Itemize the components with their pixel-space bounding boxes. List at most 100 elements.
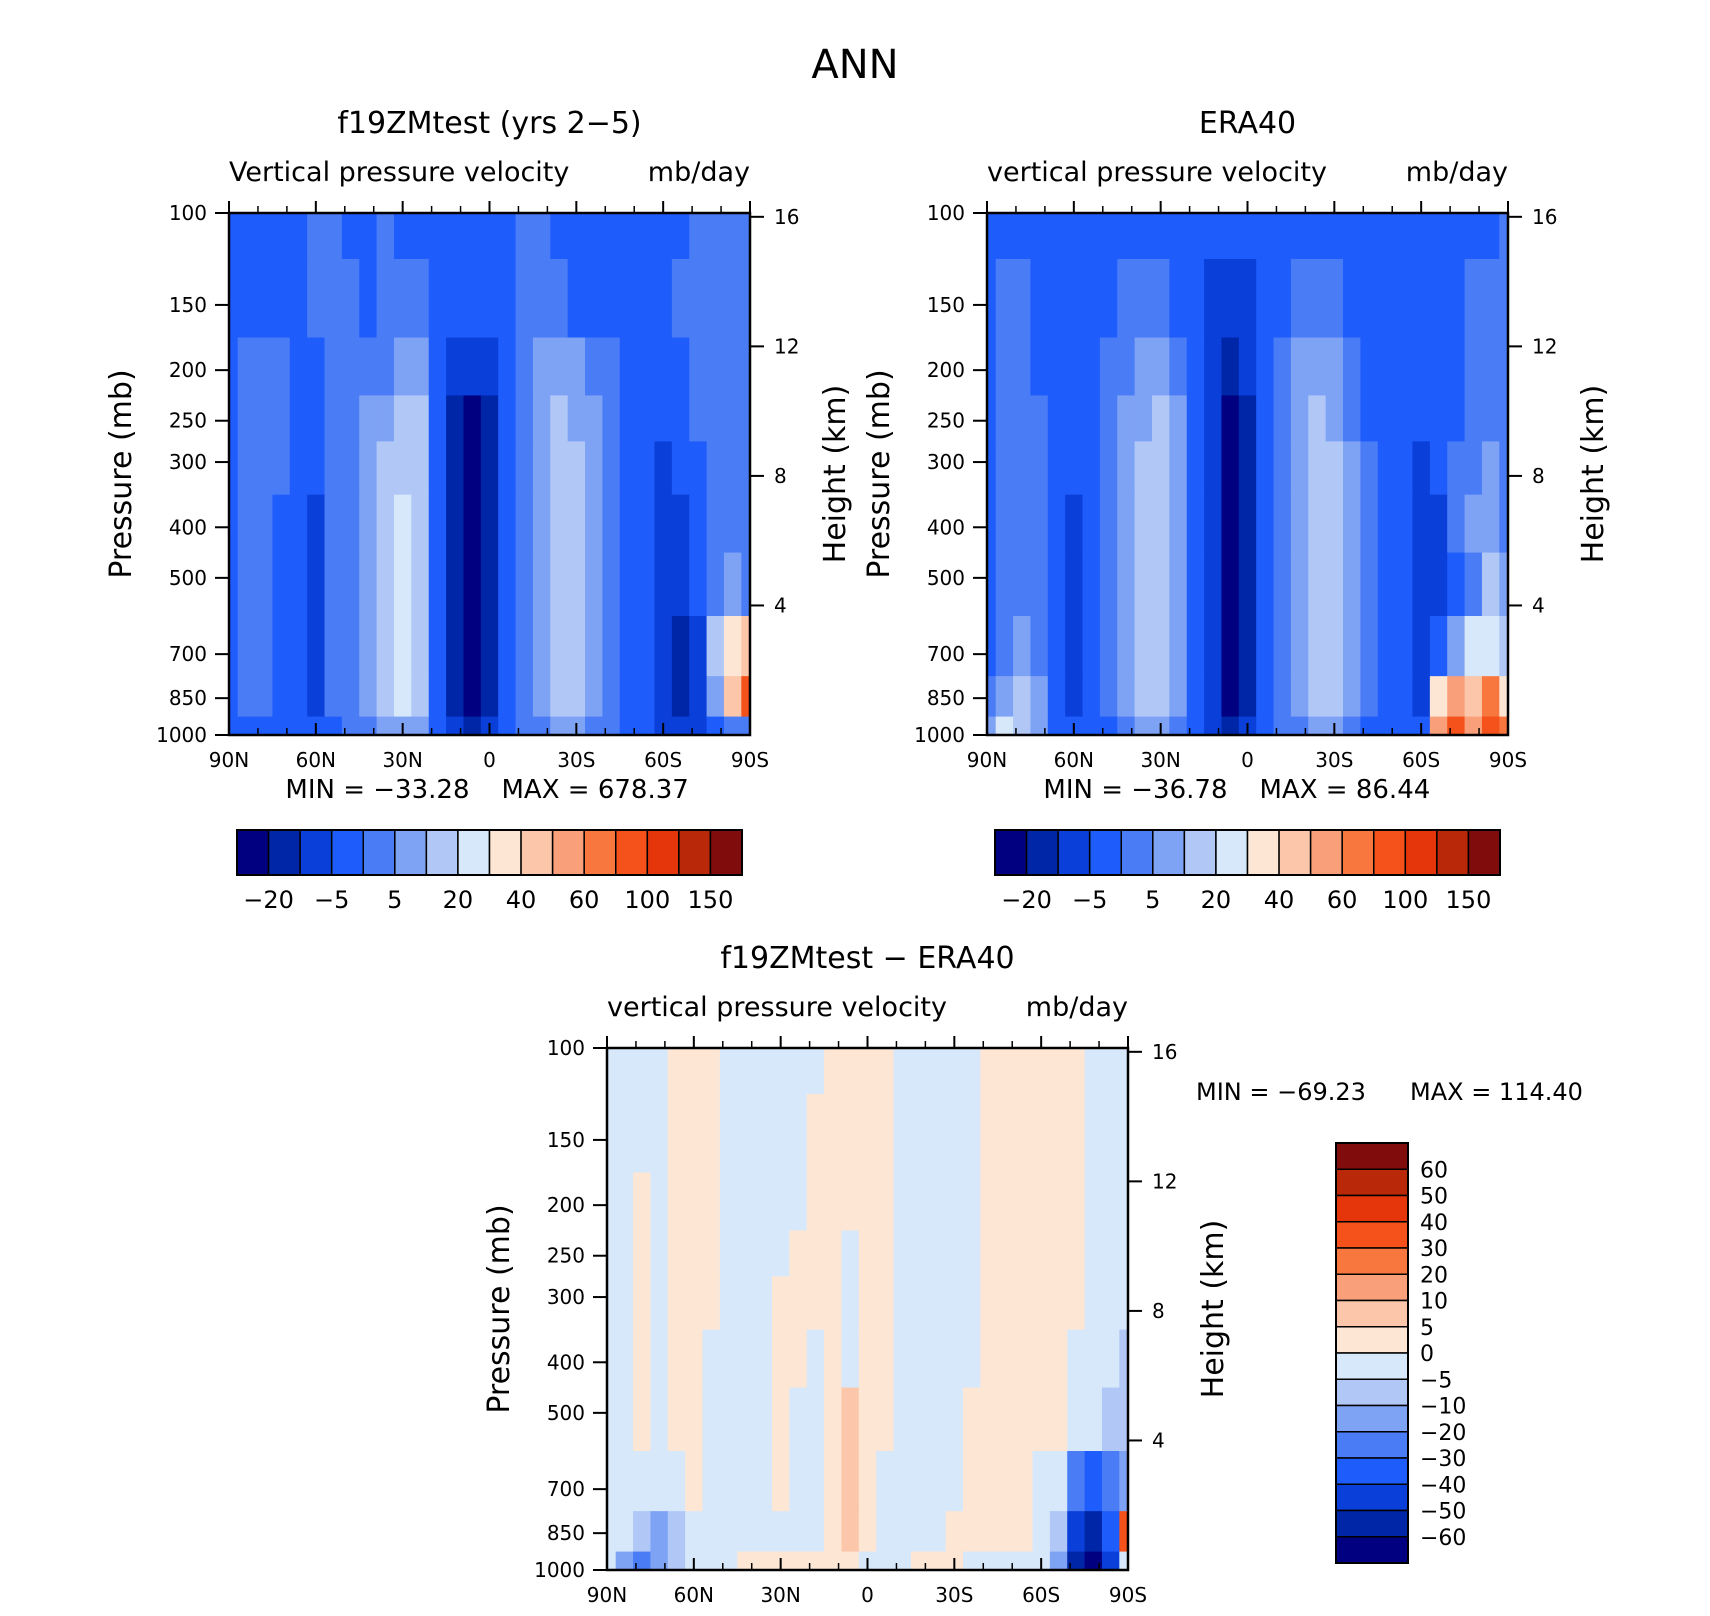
contour-cell	[1499, 716, 1509, 736]
contour-cell	[1030, 337, 1049, 397]
y-right-tick-label: 16	[1532, 205, 1557, 229]
contour-cell	[1065, 337, 1084, 397]
contour-cell	[928, 1451, 947, 1512]
contour-cell	[637, 258, 656, 339]
contour-cell	[637, 213, 656, 260]
contour-cell	[1447, 337, 1466, 397]
contour-cell	[987, 395, 997, 442]
contour-cell	[1151, 494, 1170, 554]
contour-cell	[667, 1329, 686, 1389]
contour-cell	[428, 616, 447, 677]
contour-cell	[689, 716, 708, 736]
colorbar-box	[1335, 1378, 1409, 1407]
contour-cell	[789, 1048, 808, 1095]
contour-cell	[1429, 716, 1448, 736]
contour-cell	[1032, 1172, 1051, 1232]
contour-cell	[1186, 494, 1205, 554]
colorbar-box	[615, 829, 649, 876]
contour-cell	[515, 552, 534, 617]
contour-cell	[1360, 616, 1379, 677]
contour-cell	[1047, 494, 1066, 554]
contour-cell	[633, 1387, 652, 1452]
contour-cell	[446, 552, 465, 617]
colorbar-box	[1335, 1247, 1409, 1275]
contour-cell	[359, 676, 378, 718]
contour-cell	[237, 552, 256, 617]
contour-cell	[1047, 213, 1066, 260]
contour-cell	[393, 676, 412, 718]
contour-cell	[685, 1093, 704, 1174]
contour-cell	[910, 1511, 929, 1553]
contour-cell	[1325, 395, 1344, 442]
contour-cell	[963, 1511, 981, 1553]
contour-cell	[1101, 1387, 1120, 1452]
contour-cell	[893, 1511, 912, 1553]
contour-cell	[737, 1093, 756, 1174]
y-right-axis-label: Height (km)	[1196, 1220, 1231, 1399]
contour-cell	[1067, 1451, 1086, 1512]
panel-subtitle-left: vertical pressure velocity	[607, 992, 947, 1023]
contour-cell	[1169, 258, 1188, 339]
contour-cell	[1119, 1329, 1129, 1389]
contour-cell	[393, 395, 412, 442]
contour-cell	[237, 676, 256, 718]
contour-cell	[723, 494, 742, 554]
contour-cell	[1134, 337, 1153, 397]
contour-cell	[1481, 258, 1500, 339]
contour-cell	[806, 1551, 825, 1571]
contour-cell	[428, 337, 447, 397]
colorbar-box	[1057, 829, 1091, 876]
contour-cell	[550, 213, 569, 260]
contour-cell	[858, 1230, 877, 1277]
contour-cell	[567, 676, 586, 718]
panel-model: f19ZMtest (yrs 2−5) Vertical pressure vel…	[104, 106, 853, 914]
contour-cell	[741, 213, 751, 260]
contour-cell	[1499, 395, 1509, 442]
contour-cell	[619, 441, 638, 496]
contour-cell	[1290, 716, 1309, 736]
contour-cell	[341, 716, 360, 736]
contour-cell	[633, 1048, 652, 1095]
contour-cell	[719, 1230, 738, 1277]
contour-cell	[987, 258, 997, 339]
contour-cell	[719, 1551, 738, 1571]
y-tick-label: 1000	[156, 723, 207, 747]
contour-cell	[1308, 716, 1327, 736]
colorbar-frame	[236, 829, 743, 876]
x-tick-label: 30N	[760, 1583, 800, 1607]
contour-cell	[1360, 494, 1379, 554]
contour-cell	[858, 1048, 877, 1095]
contour-cell	[667, 1093, 686, 1174]
contour-cell	[446, 258, 465, 339]
contour-cell	[1343, 494, 1361, 554]
y-tick-label: 700	[547, 1477, 585, 1501]
contour-cell	[723, 552, 742, 617]
contour-cell	[1429, 552, 1448, 617]
contour-cell	[1117, 258, 1136, 339]
contour-cell	[359, 494, 378, 554]
contour-cell	[1273, 676, 1292, 718]
contour-cell	[532, 494, 551, 554]
contour-cell	[1464, 337, 1483, 397]
contour-cell	[1119, 1048, 1129, 1095]
contour-cell	[893, 1551, 912, 1571]
contour-cell	[1082, 441, 1101, 496]
contour-cell	[1099, 552, 1118, 617]
colorbar-label: −5	[1072, 886, 1107, 914]
contour-cell	[754, 1048, 773, 1095]
y-tick-label: 200	[547, 1193, 585, 1217]
contour-cell	[1101, 1172, 1120, 1232]
contour-cell	[1256, 676, 1275, 718]
contour-cell	[928, 1093, 947, 1174]
contour-cell	[237, 213, 256, 260]
contour-cell	[1065, 441, 1084, 496]
contour-cell	[824, 1551, 843, 1571]
contour-cell	[654, 337, 673, 397]
contour-cell	[858, 1172, 877, 1232]
contour-cell	[893, 1276, 912, 1331]
contour-cell	[1221, 258, 1240, 339]
contour-cell	[824, 1329, 843, 1389]
contour-cell	[1015, 1387, 1034, 1452]
contour-cell	[1308, 258, 1327, 339]
contour-cell	[1273, 213, 1292, 260]
